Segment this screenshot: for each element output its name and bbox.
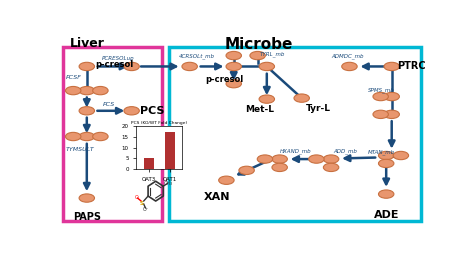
Circle shape [309,155,324,163]
Circle shape [93,132,108,141]
Circle shape [272,155,287,163]
Circle shape [373,92,388,101]
Circle shape [182,62,197,71]
Text: PCRESOLup: PCRESOLup [101,56,134,61]
Circle shape [384,92,400,101]
Text: SPMS_mb: SPMS_mb [368,87,394,93]
Circle shape [259,62,274,71]
Text: PTRC: PTRC [397,61,426,71]
Circle shape [259,95,274,103]
Text: p-cresol: p-cresol [205,75,244,84]
FancyBboxPatch shape [169,47,421,221]
Circle shape [250,51,265,60]
Circle shape [65,132,81,141]
Circle shape [226,51,241,60]
Circle shape [65,86,81,95]
Text: TYRL_mb: TYRL_mb [259,52,285,57]
Text: 4CRSOLt_mb: 4CRSOLt_mb [179,53,215,59]
Circle shape [124,62,139,71]
Circle shape [79,62,94,71]
Circle shape [257,155,273,163]
Circle shape [342,62,357,71]
Circle shape [219,176,234,185]
Circle shape [294,94,310,102]
Text: Met-L: Met-L [245,105,274,114]
Circle shape [378,159,394,168]
Circle shape [239,166,255,175]
Circle shape [272,163,287,171]
Text: HXAND_mb: HXAND_mb [280,149,311,154]
Circle shape [378,190,394,198]
Text: Liver: Liver [70,37,105,50]
Text: TYMSULT: TYMSULT [66,146,95,152]
FancyBboxPatch shape [63,47,162,221]
Circle shape [79,86,94,95]
Text: Tyr-L: Tyr-L [306,104,331,113]
Circle shape [226,79,241,88]
Circle shape [79,194,94,202]
Circle shape [79,107,94,115]
Text: ADMDC_mb: ADMDC_mb [331,53,364,59]
Text: Microbe: Microbe [225,37,293,52]
Text: PCSF: PCSF [66,75,82,80]
Text: ADD_mb: ADD_mb [333,149,357,154]
Circle shape [373,110,388,118]
Circle shape [384,110,400,118]
Circle shape [378,151,394,160]
Text: PCS: PCS [102,103,115,107]
Circle shape [79,132,94,141]
Circle shape [93,86,108,95]
Text: XAN: XAN [204,192,230,202]
Circle shape [226,62,241,71]
Circle shape [124,107,139,115]
Circle shape [384,62,400,71]
Text: MTAN_mb: MTAN_mb [368,150,395,155]
Circle shape [393,151,409,160]
Text: PAPS: PAPS [73,212,101,222]
Text: p-cresol: p-cresol [95,60,133,69]
Circle shape [323,163,339,171]
Circle shape [323,155,339,163]
Text: ADE: ADE [374,210,399,220]
Text: PCS: PCS [140,106,164,116]
